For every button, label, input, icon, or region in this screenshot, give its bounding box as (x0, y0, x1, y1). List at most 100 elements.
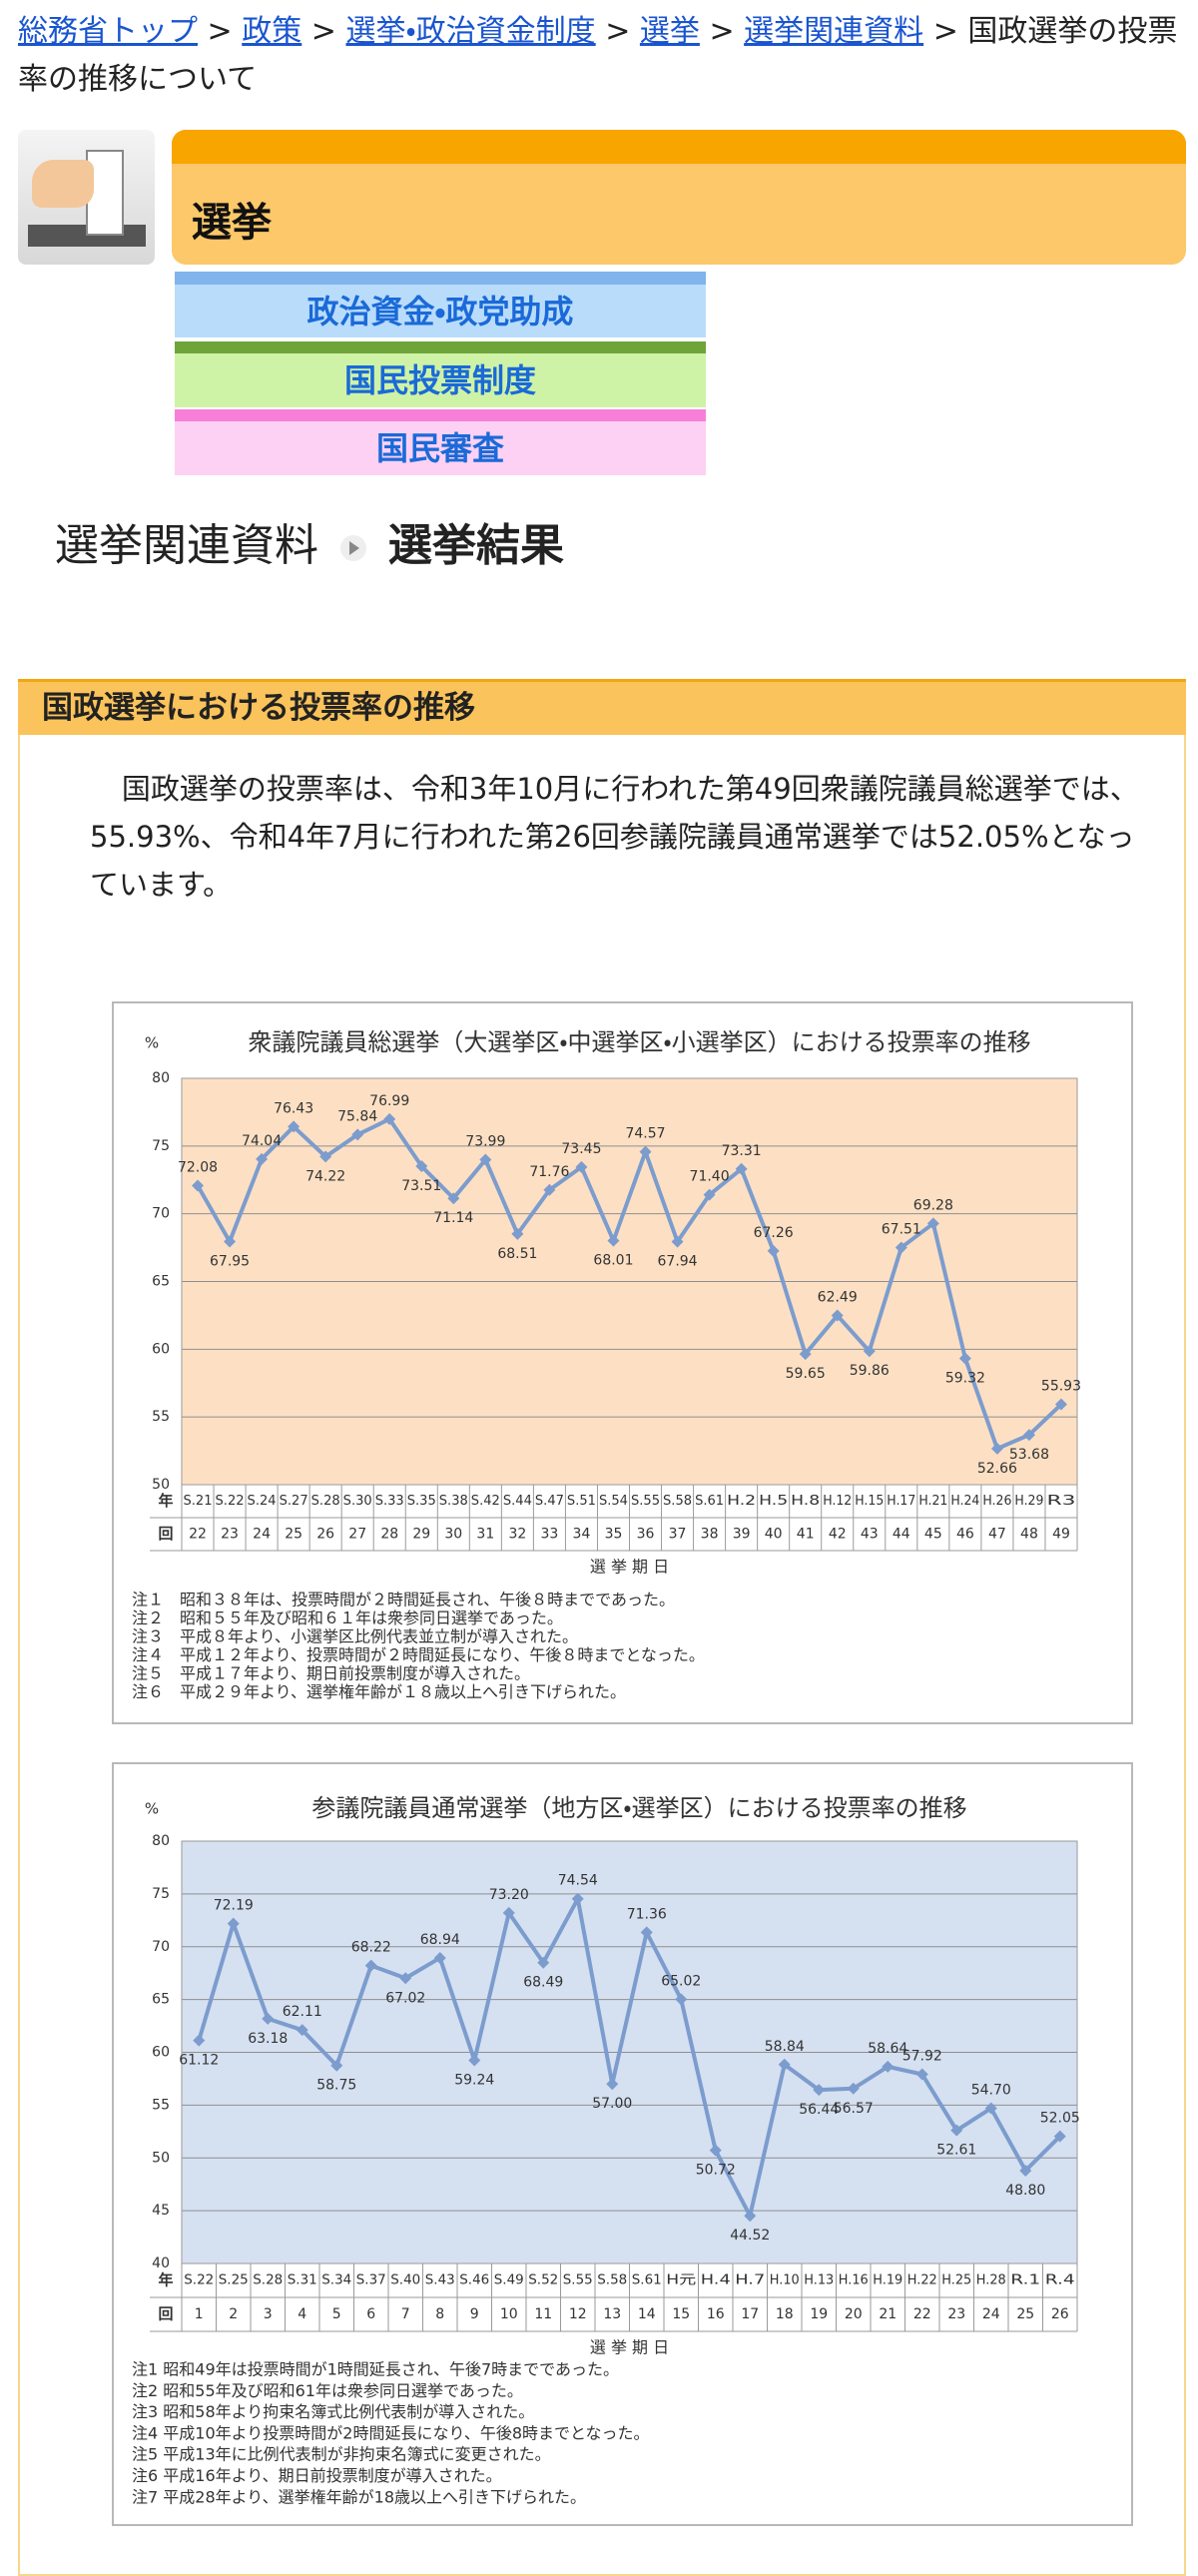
breadcrumb-link[interactable]: 政策 (242, 14, 302, 49)
election-number: 23 (221, 1527, 239, 1543)
data-label: 62.49 (818, 1290, 858, 1306)
data-point (926, 1217, 939, 1230)
election-number: 38 (701, 1527, 719, 1543)
y-tick-label: 50 (152, 1477, 170, 1493)
election-number: 12 (569, 2306, 587, 2322)
x-tick-label: S.58 (597, 2273, 627, 2288)
election-number: 21 (879, 2306, 897, 2322)
data-point (262, 2012, 275, 2025)
subheading-current: 選挙結果 (388, 520, 564, 571)
note: 注６ 平成２９年より、選挙権年齢が１８歳以上へ引き下げられた。 (132, 1682, 626, 1701)
data-point (915, 2068, 928, 2081)
election-number: 43 (861, 1527, 879, 1543)
data-label: 68.01 (593, 1253, 633, 1269)
data-label: 72.19 (214, 1898, 254, 1914)
data-point (950, 2124, 963, 2137)
x-tick-label: H.17 (887, 1494, 915, 1509)
data-label: 56.44 (799, 2102, 839, 2118)
election-number: 18 (776, 2306, 794, 2322)
data-point (256, 1152, 269, 1165)
x-tick-label: S.37 (356, 2273, 386, 2288)
data-point (415, 1160, 428, 1173)
x-tick-label: H.28 (976, 2273, 1006, 2288)
nav-link[interactable]: 国民審査 (175, 409, 706, 475)
x-tick-label: H.16 (839, 2273, 869, 2288)
data-label: 67.95 (210, 1253, 250, 1269)
x-tick-label: S.52 (528, 2273, 558, 2288)
election-number: 48 (1020, 1527, 1038, 1543)
data-label: 56.57 (834, 2101, 874, 2117)
data-label: 74.22 (305, 1168, 345, 1184)
election-number: 26 (1051, 2306, 1069, 2322)
election-number: 24 (253, 1527, 271, 1543)
data-point (224, 1235, 237, 1248)
election-number: 11 (534, 2306, 552, 2322)
x-axis-label: 選 挙 期 日 (590, 1558, 669, 1577)
breadcrumb-separator: > (932, 14, 958, 49)
data-line (197, 1896, 1062, 2219)
section-text: 国政選挙の投票率は、令和3年10月に行われた第49回衆議院議員総選挙では、55.… (90, 772, 1139, 902)
note: 注3 昭和58年より拘束名簿式比例代表制が導入された。 (132, 2402, 534, 2421)
breadcrumb-link[interactable]: 選挙関連資料 (744, 14, 924, 49)
data-label: 54.70 (971, 2083, 1011, 2099)
data-point (607, 1234, 620, 1247)
data-point (703, 1188, 716, 1201)
election-number: 20 (845, 2306, 863, 2322)
data-point (831, 1309, 844, 1322)
data-label: 59.32 (945, 1371, 985, 1387)
breadcrumb-link[interactable]: 選挙 (639, 14, 700, 49)
data-point (863, 1345, 876, 1358)
x-tick-label: S.25 (219, 2273, 249, 2288)
note: 注２ 昭和５５年及び昭和６１年は衆参同日選挙であった。 (132, 1609, 563, 1627)
data-point (351, 1128, 364, 1141)
election-number: 32 (508, 1527, 526, 1543)
data-point (433, 1951, 446, 1964)
election-number: 42 (829, 1527, 847, 1543)
nav-link[interactable]: 政治資金・政党助成 (175, 272, 706, 337)
election-number: 47 (988, 1527, 1006, 1543)
x-tick-label: S.55 (631, 1494, 660, 1509)
data-point (847, 2082, 860, 2095)
data-point (882, 2060, 895, 2073)
x-tick-label: R.1 (1010, 2273, 1040, 2288)
breadcrumb-link[interactable]: 総務省トップ (18, 14, 198, 49)
x-tick-label: S.33 (375, 1494, 404, 1509)
election-number: 23 (947, 2306, 965, 2322)
data-point (288, 1120, 300, 1133)
note: 注4 平成10年より投票時間が2時間延長になり、午後8時までとなった。 (132, 2423, 650, 2442)
x-tick-label: S.27 (280, 1494, 308, 1509)
data-point (511, 1227, 524, 1240)
x-tick-label: H.19 (873, 2273, 902, 2288)
data-label: 67.02 (385, 1990, 425, 2006)
election-number: 1 (195, 2306, 204, 2322)
election-number: 22 (189, 1527, 207, 1543)
election-number: 2 (229, 2306, 238, 2322)
x-tick-label: S.61 (632, 2273, 662, 2288)
x-tick-label: H元 (666, 2273, 696, 2288)
data-point (1054, 1398, 1067, 1411)
y-tick-label: 60 (152, 1341, 170, 1357)
nav-link[interactable]: 国民投票制度 (175, 341, 706, 407)
election-number: 30 (444, 1527, 462, 1543)
data-label: 73.45 (561, 1141, 601, 1157)
data-label: 61.12 (179, 2053, 219, 2069)
data-point (639, 1145, 652, 1158)
row-label: 年 (158, 1492, 173, 1510)
y-tick-label: 65 (152, 1992, 170, 2008)
x-tick-label: S.30 (343, 1494, 372, 1509)
y-tick-label: 70 (152, 1206, 170, 1222)
data-label: 57.00 (592, 2096, 632, 2112)
data-point (744, 2210, 757, 2223)
data-point (468, 2054, 481, 2067)
data-label: 73.51 (401, 1178, 441, 1194)
x-tick-label: H.29 (1014, 1494, 1043, 1509)
election-number: 39 (733, 1527, 751, 1543)
x-tick-label: S.49 (494, 2273, 524, 2288)
x-tick-label: S.44 (503, 1494, 532, 1509)
data-point (671, 1235, 684, 1248)
breadcrumb-link[interactable]: 選挙・政治資金制度 (345, 14, 596, 49)
chart: 衆議院議員総選挙（大選挙区・中選挙区・小選挙区）における投票率の推移% 50 55 6… (112, 1001, 1133, 1724)
chart: 参議院議員通常選挙（地方区・選挙区）における投票率の推移%40455055606… (112, 1762, 1133, 2526)
data-point (399, 1972, 412, 1985)
